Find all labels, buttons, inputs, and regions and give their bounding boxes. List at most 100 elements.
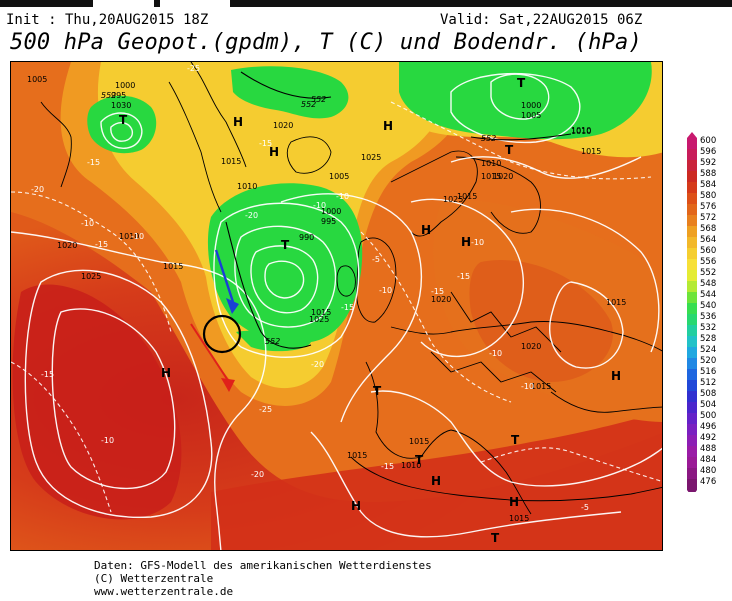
- blue-arrow-shaft: [214, 249, 235, 303]
- pressure-label: 1000: [521, 101, 541, 110]
- scale-swatch: [687, 391, 697, 402]
- geopotential-line: [470, 133, 572, 141]
- isobar: [250, 245, 319, 314]
- pressure-label: 1005: [27, 75, 47, 84]
- isobar: [110, 122, 134, 142]
- scale-cap-bottom: [687, 490, 697, 497]
- pressure-label: 1025: [81, 272, 101, 281]
- scale-swatch: [687, 457, 697, 468]
- temperature-label: -10: [81, 219, 94, 228]
- scale-label: 564: [700, 235, 716, 245]
- scale-swatch: [687, 281, 697, 292]
- pressure-label: 1005: [329, 172, 349, 181]
- pressure-label: 1010: [237, 182, 257, 191]
- warm-band: [211, 412, 662, 550]
- low-pressure-marker: T: [511, 433, 520, 447]
- greenland-coast-2: [190, 62, 247, 168]
- warm-core: [12, 284, 182, 520]
- footer-url[interactable]: www.wetterzentrale.de: [94, 585, 234, 598]
- isotherm: [480, 447, 662, 482]
- scale-swatch: [687, 171, 697, 182]
- temperature-label: -15: [41, 370, 54, 379]
- scale-swatch: [687, 468, 697, 479]
- footer-copyright: (C) Wetterzentrale: [94, 572, 214, 585]
- temperature-label: -25: [259, 405, 272, 414]
- red-arrow: [190, 323, 235, 392]
- low-pressure-marker: T: [281, 238, 290, 252]
- scale-swatch: [687, 226, 697, 237]
- scale-swatch: [687, 149, 697, 160]
- pressure-label: 1015: [163, 262, 183, 271]
- scale-label: 600: [700, 136, 716, 146]
- isobar: [510, 208, 660, 353]
- valid-time: Valid: Sat,22AUG2015 06Z: [440, 12, 643, 28]
- temperature-label: -15: [431, 287, 444, 296]
- scale-swatch: [687, 314, 697, 325]
- country-borders-2: [450, 291, 562, 353]
- scale-swatch: [687, 479, 697, 490]
- isobar: [100, 112, 143, 149]
- scale-label: 492: [700, 433, 716, 443]
- low-pressure-marker: T: [505, 143, 514, 157]
- scale-label: 488: [700, 444, 716, 454]
- scale-swatch: [687, 336, 697, 347]
- scale-swatch: [687, 292, 697, 303]
- scale-swatch: [687, 424, 697, 435]
- cutoff-low-green: [207, 183, 363, 344]
- isobar: [264, 260, 305, 299]
- top-strip-bar: [230, 0, 732, 7]
- scale-swatch: [687, 435, 697, 446]
- high-pressure-marker: H: [611, 369, 621, 383]
- temperature-label: -10: [521, 382, 534, 391]
- temperature-label: -10: [313, 201, 326, 210]
- canada-coast: [40, 101, 72, 188]
- ne-low-green: [399, 62, 652, 140]
- pressure-label: 1025: [309, 315, 329, 324]
- isobar: [450, 72, 581, 144]
- scale-label: 556: [700, 257, 716, 267]
- high-pressure-marker: H: [269, 145, 279, 159]
- scale-label: 588: [700, 169, 716, 179]
- scale-label: 568: [700, 224, 716, 234]
- italy-coast: [450, 429, 532, 515]
- scale-label: 500: [700, 411, 716, 421]
- pressure-label: 1015: [457, 192, 477, 201]
- geopotential-label: 552: [101, 91, 116, 100]
- temperature-labels: -25 -20 -15 -10 -10 -15 -20 -15 -10 -10 -5 -10 -15 -2…: [31, 64, 589, 512]
- scale-swatch: [687, 402, 697, 413]
- pressure-label: 1015: [581, 147, 601, 156]
- isobar: [490, 73, 550, 120]
- high-pressure-marker: H: [431, 474, 441, 488]
- temperature-label: -20: [251, 470, 264, 479]
- temperature-label: -15: [95, 240, 108, 249]
- north-africa-coast: [350, 456, 662, 502]
- scale-label: 560: [700, 246, 716, 256]
- pressure-label: 1020: [273, 121, 293, 130]
- geopotential-label: 552: [481, 134, 496, 143]
- geopotential-label: 552: [301, 100, 316, 109]
- temperature-label: -20: [245, 211, 258, 220]
- isobar: [24, 269, 213, 519]
- red-arrow-shaft: [190, 323, 230, 383]
- scale-swatch: [687, 182, 697, 193]
- init-time: Init : Thu,20AUG2015 18Z: [6, 12, 209, 28]
- isotherm: [390, 101, 652, 180]
- scale-label: 520: [700, 356, 716, 366]
- pressure-label: 1010: [401, 461, 421, 470]
- isobar: [370, 390, 662, 487]
- isotherm: [11, 191, 172, 333]
- high-pressure-marker: H: [383, 119, 393, 133]
- pressure-label: 1020: [431, 295, 451, 304]
- pressure-label: 990: [299, 233, 314, 242]
- scale-swatch: [687, 270, 697, 281]
- temperature-label: -15: [457, 272, 470, 281]
- temperature-label: -10: [379, 286, 392, 295]
- geopotential-label: 552: [311, 95, 326, 104]
- scale-label: 476: [700, 477, 716, 487]
- pressure-label: 1000: [321, 207, 341, 216]
- scale-swatch: [687, 193, 697, 204]
- scale-label: 592: [700, 158, 716, 168]
- scale-swatch: [687, 347, 697, 358]
